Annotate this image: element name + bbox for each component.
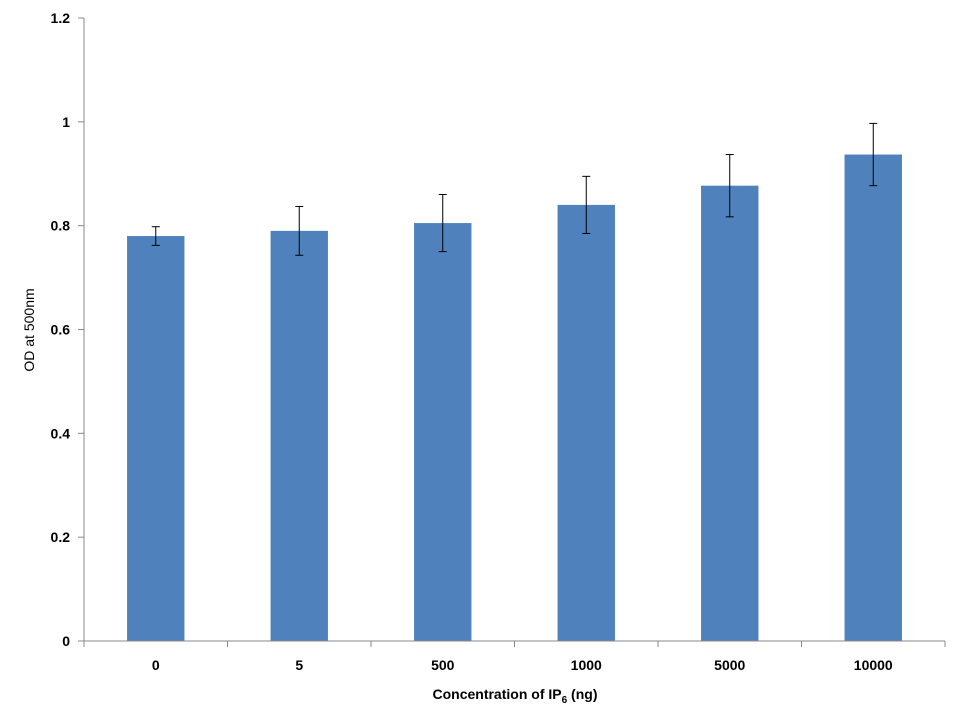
y-tick-label: 0.4 (51, 425, 71, 441)
y-tick-label: 0 (62, 633, 70, 649)
x-tick-label: 0 (152, 657, 160, 673)
y-tick-label: 0.6 (51, 322, 71, 338)
x-axis-title: Concentration of IP6 (ng) (432, 686, 597, 706)
y-tick-label: 0.8 (51, 218, 71, 234)
bar (557, 204, 615, 641)
y-axis-title: OD at 500nm (21, 288, 37, 371)
bar (701, 185, 759, 641)
error-bar (438, 194, 447, 253)
error-bar (582, 175, 591, 234)
y-tick-label: 1 (62, 114, 70, 130)
x-tick-label: 1000 (571, 657, 602, 673)
x-axis-title-main: Concentration of IP (432, 686, 561, 702)
x-tick-label: 500 (431, 657, 455, 673)
error-bar (869, 122, 878, 187)
bar (127, 236, 185, 642)
x-axis-title-subscript: 6 (562, 695, 568, 706)
x-tick-label: 10000 (854, 657, 893, 673)
error-bars (151, 122, 878, 256)
y-tick-label: 1.2 (51, 10, 71, 26)
error-bar (151, 226, 160, 246)
y-tick-label: 0.2 (51, 529, 71, 545)
bar (414, 223, 472, 641)
error-bar (725, 154, 734, 218)
bars (127, 154, 902, 642)
y-ticks: 0 0.2 0.4 0.6 0.8 1 1.2 (51, 10, 84, 649)
x-tick-label: 5000 (714, 657, 745, 673)
bar (844, 154, 902, 641)
bar (270, 230, 328, 641)
x-axis-title-tail: (ng) (567, 686, 597, 702)
x-ticks: 0 5 500 1000 5000 10000 (83, 641, 946, 673)
error-bar (295, 205, 304, 256)
x-tick-label: 5 (295, 657, 303, 673)
